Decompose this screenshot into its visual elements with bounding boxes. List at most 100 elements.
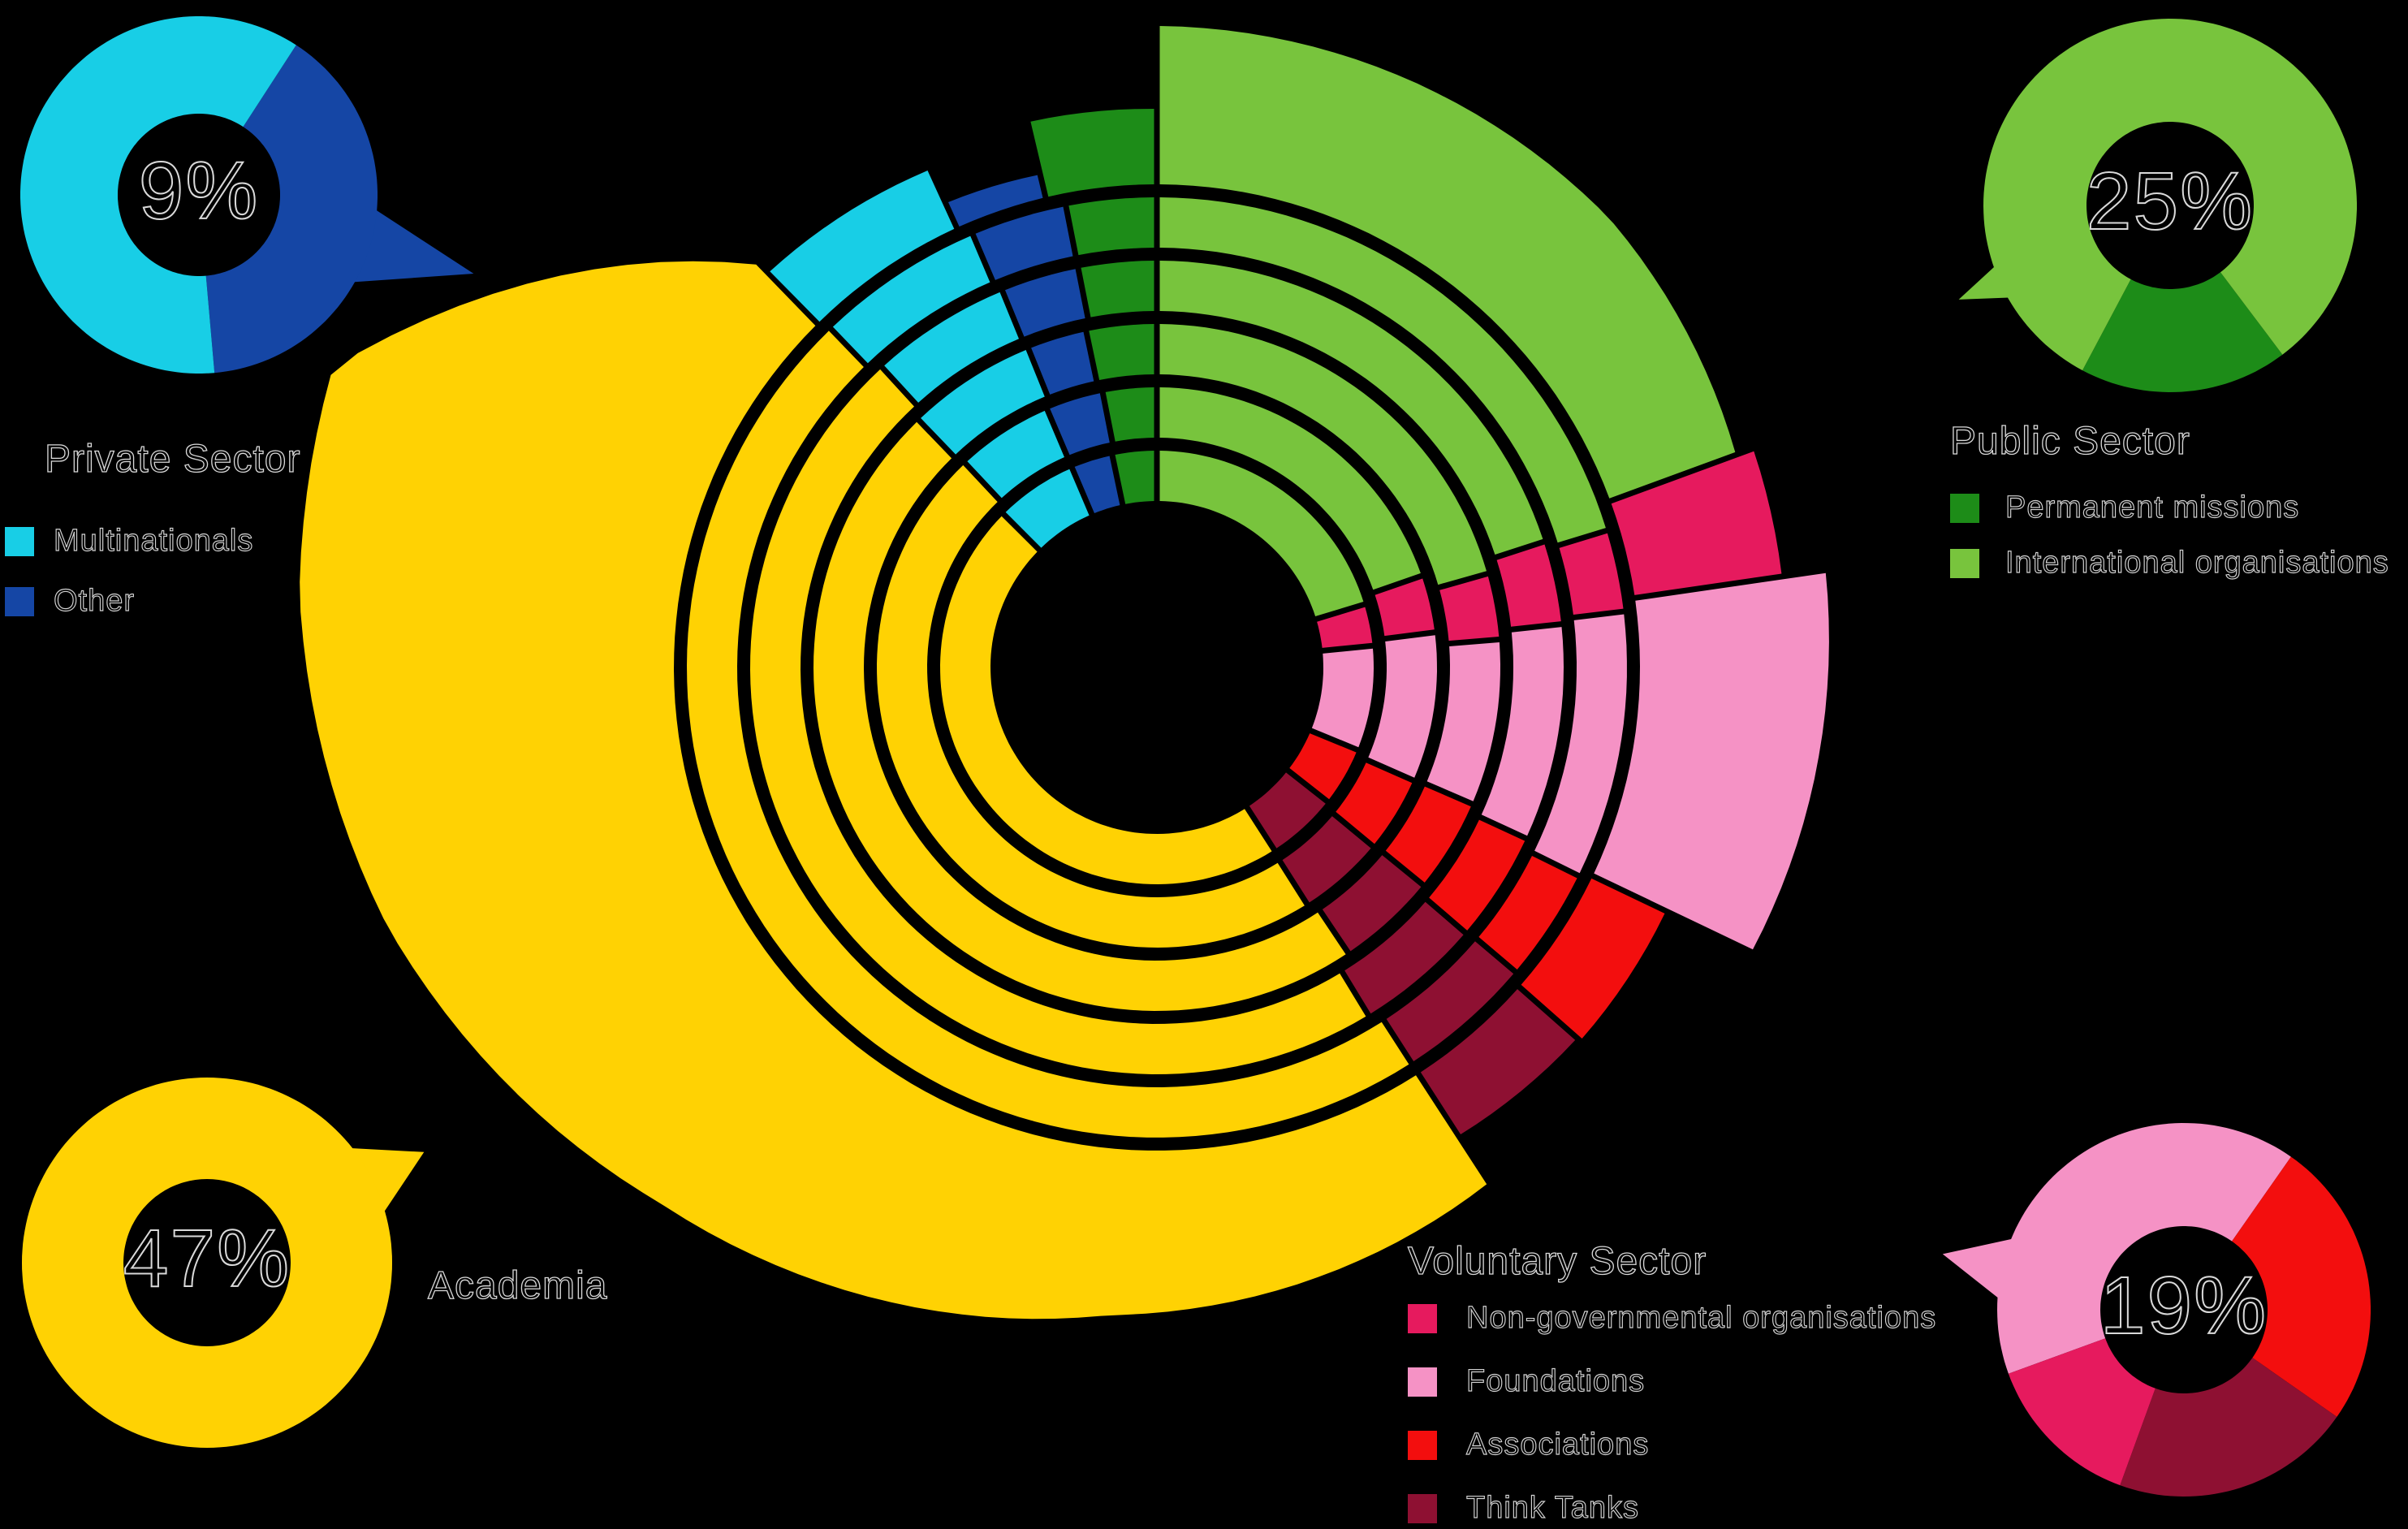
donut-academia-segment-academia [22,1078,392,1448]
ring-segment-ring-4-international_organisations [1159,261,1543,555]
ring-segment-ring-4-foundations [1481,627,1564,836]
ngo-label: Non-governmental organisations [1465,1300,1937,1335]
center-radial-rings [300,26,1829,1320]
donut-academia [22,1078,425,1448]
ring-segment-ring-4-associations [1429,819,1525,931]
ring-segment-ring-2-associations [1336,762,1413,844]
ring-segment-ring-3-international_organisations [1159,324,1487,585]
think-tanks-swatch-icon [1408,1493,1437,1523]
donut-public [1958,19,2357,392]
ring-segment-ring-1-inner-associations [1289,733,1357,800]
ring-segment-ring-3-associations [1385,786,1471,883]
donut-voluntary-segment-ngo [2008,1338,2156,1486]
legend-row-foundations: Foundations [1408,1363,1646,1399]
legend-row-international-organisations: International organisations [1950,545,2389,581]
ring-segment-ring-3-multinationals [921,350,1045,455]
ring-segment-ring-1-inner-permanent_missions [1115,451,1154,504]
public-percent-value: 25% [2086,155,2255,248]
donut-voluntary [1942,1123,2371,1497]
ring-segment-ring-5-associations [1478,856,1577,970]
ring-segment-ring-3-permanent_missions [1089,324,1154,380]
foundations-label: Foundations [1465,1363,1646,1398]
ring-segment-ring-1-inner-ngo [1317,607,1373,648]
ring-segment-ring-4-multinationals [884,292,1019,403]
ring-segment-ring-6-outer-foundations [1594,572,1829,950]
permanent-missions-swatch-icon [1950,493,1979,523]
ring-segment-ring-2-international_organisations [1159,387,1421,590]
donut-voluntary-segment-foundations [1997,1123,2291,1374]
public-sector-title: Public Sector [1949,419,2190,463]
donut-public-segment-permanent_missions [2082,272,2283,392]
ring-segment-ring-4-permanent_missions [1081,261,1154,317]
multinationals-swatch-icon [5,526,34,556]
other-swatch-icon [5,586,34,616]
associations-swatch-icon [1408,1430,1437,1460]
ring-segment-ring-2-ngo [1374,578,1435,637]
ring-segment-ring-6-outer-international_organisations [1159,26,1736,499]
ring-segment-ring-6-outer-academia [300,261,1487,1320]
think-tanks-label: Think Tanks [1465,1490,1640,1525]
ring-segment-ring-3-ngo [1439,576,1500,641]
ring-segment-ring-1-inner-multinationals [1005,469,1090,548]
private-sector-title: Private Sector [44,437,301,481]
ring-segment-ring-5-ngo [1559,533,1624,615]
ring-segment-ring-2-academia [877,464,1305,948]
private-percent-value: 9% [138,145,260,237]
donut-private-segment-multinationals [20,16,296,374]
legend-row-associations: Associations [1408,1427,1649,1462]
ring-segment-ring-6-outer-think_tanks [1420,989,1576,1134]
ring-segment-ring-2-foundations [1368,635,1437,778]
ring-segment-ring-2-multinationals [967,410,1064,499]
sector-donuts [20,16,2371,1497]
ring-segment-ring-6-outer-multinationals [770,171,955,322]
ring-segment-ring-6-outer-permanent_missions [1030,109,1154,197]
other-label: Other [53,583,136,618]
donut-voluntary-segment-associations [2232,1156,2371,1417]
associations-label: Associations [1465,1427,1650,1462]
academia-title: Academia [427,1263,608,1307]
ring-segment-ring-5-multinationals [832,235,990,364]
ring-segment-ring-5-foundations [1534,614,1627,874]
ring-segment-ring-5-think_tanks [1386,941,1514,1061]
ring-segment-ring-2-think_tanks [1282,816,1371,903]
ring-segment-ring-5-other [975,206,1073,280]
legend-row-ngo: Non-governmental organisations [1408,1300,1937,1336]
ring-segment-ring-4-other [1005,269,1085,337]
foundations-swatch-icon [1408,1367,1437,1397]
ring-segment-ring-3-academia [813,421,1346,1011]
ring-segment-ring-3-other [1031,331,1094,395]
voluntary-sector-title: Voluntary Sector [1407,1239,1707,1283]
donut-private-segment-other [205,45,378,374]
ring-segment-ring-1-inner-think_tanks [1249,772,1326,849]
international-organisations-label: International organisations [2005,545,2389,580]
legend-row-multinationals: Multinationals [5,523,254,559]
ring-segment-ring-3-think_tanks [1322,855,1422,952]
ring-segment-ring-5-academia [687,330,1409,1138]
ring-segment-ring-5-international_organisations [1159,197,1606,543]
ring-segment-ring-6-outer-associations [1521,878,1665,1039]
ring-segment-ring-4-ngo [1496,544,1561,627]
ring-segment-ring-6-outer-ngo [1611,451,1782,595]
legend-row-permanent-missions: Permanent missions [1950,490,2299,525]
ring-segment-ring-2-other [1050,393,1110,456]
ngo-swatch-icon [1408,1303,1437,1333]
ring-segment-ring-1-inner-other [1074,456,1120,513]
donut-public-segment-international_organisations [1983,19,2357,371]
ring-segment-ring-1-inner-international_organisations [1159,451,1364,616]
academia-percent-value: 47% [123,1212,291,1305]
permanent-missions-label: Permanent missions [2005,490,2300,525]
donut-private [20,16,474,374]
ring-segment-ring-3-foundations [1426,642,1500,801]
ring-segment-ring-6-outer-other [948,175,1043,227]
ring-segment-ring-4-academia [750,369,1366,1074]
legend-row-think-tanks: Think Tanks [1408,1490,1640,1526]
international-organisations-swatch-icon [1950,548,1979,578]
ring-segment-ring-2-permanent_missions [1105,387,1154,442]
donut-voluntary-segment-think_tanks [2120,1358,2337,1497]
multinationals-label: Multinationals [53,523,254,558]
ring-segment-ring-5-permanent_missions [1068,197,1154,256]
ring-segment-ring-1-inner-foundations [1311,648,1374,748]
ring-segment-ring-1-inner-academia [940,516,1272,884]
